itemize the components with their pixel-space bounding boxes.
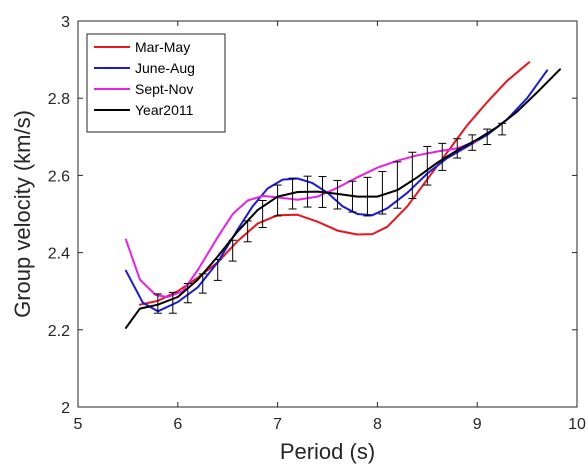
errorbar-layer bbox=[153, 122, 507, 314]
error-bar bbox=[363, 176, 372, 217]
legend: Mar-May June-Aug Sept-Nov Year2011 bbox=[86, 33, 226, 133]
legend-label: Mar-May bbox=[135, 39, 190, 55]
error-bar bbox=[333, 179, 342, 210]
x-tick-label: 9 bbox=[473, 416, 482, 433]
error-bar bbox=[378, 171, 387, 215]
y-tick-label: 2 bbox=[61, 400, 70, 417]
error-bar bbox=[393, 161, 402, 209]
y-axis-title: Group velocity (km/s) bbox=[10, 110, 35, 318]
plot-area-frame bbox=[77, 20, 578, 408]
error-bar bbox=[273, 184, 282, 217]
error-bar bbox=[468, 134, 477, 151]
error-bar bbox=[213, 259, 222, 281]
y-tick-label: 2.2 bbox=[48, 323, 70, 340]
error-bar bbox=[288, 177, 297, 210]
legend-entry: Year2011 bbox=[94, 102, 194, 118]
error-bar bbox=[498, 122, 507, 136]
error-bar bbox=[303, 175, 312, 208]
legend-entry: June-Aug bbox=[94, 60, 195, 76]
error-bar bbox=[243, 220, 252, 243]
y-tick-label: 2.4 bbox=[48, 246, 70, 263]
error-bar bbox=[483, 128, 492, 146]
error-bar bbox=[348, 180, 357, 213]
legend-entry: Sept-Nov bbox=[94, 81, 193, 97]
x-tick-label: 6 bbox=[173, 416, 182, 433]
error-bar bbox=[228, 239, 237, 262]
x-axis-title: Period (s) bbox=[280, 439, 375, 464]
y-tick-label: 2.6 bbox=[48, 168, 70, 185]
y-tick-label: 2.8 bbox=[48, 91, 70, 108]
error-bar bbox=[258, 199, 267, 229]
error-bar bbox=[453, 138, 462, 159]
legend-label: Year2011 bbox=[135, 102, 194, 118]
error-bar bbox=[168, 291, 177, 314]
legend-box bbox=[86, 33, 226, 133]
legend-label: Sept-Nov bbox=[135, 81, 193, 97]
error-bar bbox=[438, 142, 447, 171]
error-bar bbox=[318, 176, 327, 208]
x-tick-label: 10 bbox=[568, 416, 586, 433]
y-tick-label: 3 bbox=[61, 14, 70, 31]
x-tick-label: 8 bbox=[373, 416, 382, 433]
error-bar bbox=[198, 273, 207, 294]
x-tick-label: 5 bbox=[74, 416, 83, 433]
legend-entry: Mar-May bbox=[94, 39, 190, 55]
error-bar bbox=[408, 151, 417, 200]
error-bar bbox=[423, 145, 432, 186]
tick-layer: 5 6 7 8 9 10 2 2.2 2.4 2.6 2.8 3 bbox=[48, 14, 586, 433]
error-bar bbox=[153, 293, 162, 314]
legend-label: June-Aug bbox=[135, 60, 195, 76]
error-bar bbox=[183, 282, 192, 304]
x-tick-label: 7 bbox=[273, 416, 282, 433]
